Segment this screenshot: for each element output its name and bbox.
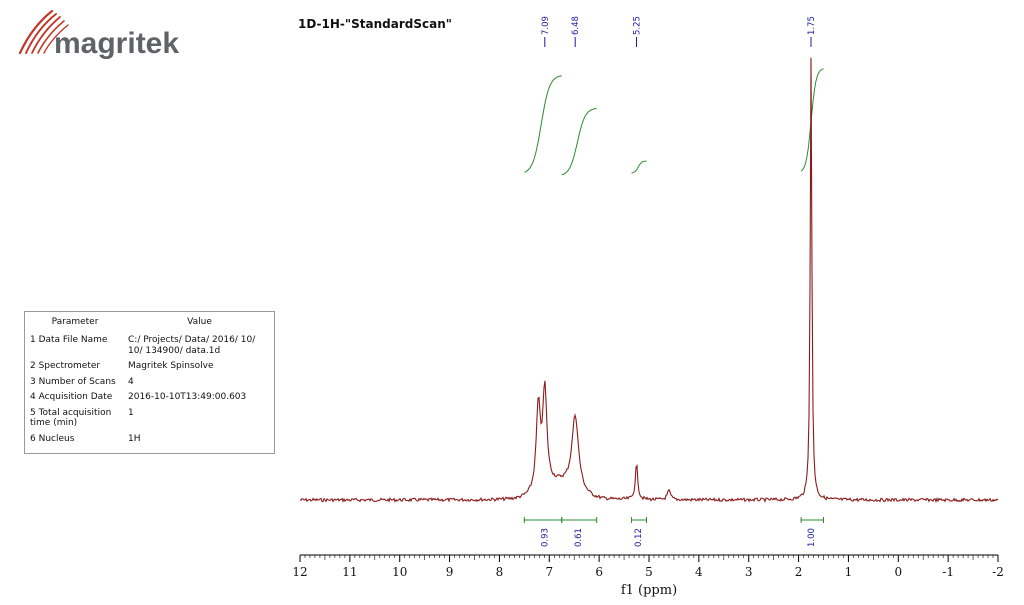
peak-label: 6.48 [571, 16, 581, 47]
x-tick-label: -1 [942, 565, 954, 579]
parameter-name: 5 Total acquisition time (min) [30, 407, 112, 429]
parameter-row: 4 Acquisition Date 2016-10-10T13:49:00.6… [25, 390, 274, 406]
parameter-row: 2 Spectrometer Magritek Spinsolve [25, 359, 274, 375]
peak-label-text: 1.75 [807, 16, 817, 35]
parameter-value: C:/ Projects/ Data/ 2016/ 10/ 10/ 134900… [128, 335, 256, 356]
parameter-name: 1 Data File Name [30, 335, 108, 345]
parameter-row: 1 Data File Name C:/ Projects/ Data/ 201… [25, 333, 274, 359]
value-header: Value [187, 317, 212, 327]
peak-label-text: 6.48 [571, 16, 581, 35]
parameter-value: 1 [128, 407, 134, 418]
integral-curve [524, 75, 562, 173]
integral-bracket: 1.00 [800, 517, 824, 547]
peak-label: 7.09 [541, 16, 551, 47]
integral-curve [800, 68, 824, 172]
integral-curve [561, 108, 597, 176]
peak-label-text: 7.09 [541, 16, 551, 35]
parameter-row: 5 Total acquisition time (min) 1 [25, 406, 274, 432]
chart-title: 1D-1H-"StandardScan" [298, 17, 452, 31]
integral-value: 1.00 [807, 528, 817, 547]
parameter-value: 1H [128, 433, 141, 444]
x-tick-label: 6 [595, 565, 603, 579]
parameter-name: 4 Acquisition Date [30, 392, 113, 402]
logo-swoosh-icon [18, 9, 69, 55]
x-tick-label: 2 [795, 565, 803, 579]
integral-curve [631, 160, 647, 174]
parameter-value: 2016-10-10T13:49:00.603 [128, 392, 247, 402]
magritek-logo: magritek [18, 9, 179, 60]
parameter-value: Magritek Spinsolve [128, 361, 214, 371]
integral-brackets: 0.93 0.61 0.12 1.00 [523, 517, 824, 547]
parameter-value: 4 [128, 376, 134, 387]
integral-value: 0.61 [574, 528, 584, 547]
x-axis-label: f1 (ppm) [621, 583, 677, 598]
parameter-row: 6 Nucleus 1H [25, 432, 274, 448]
integral-value: 0.12 [634, 528, 644, 547]
integral-value: 0.93 [540, 528, 550, 547]
x-tick-label: 12 [292, 565, 307, 579]
x-tick-label: 3 [745, 565, 753, 579]
integral-curves [524, 68, 824, 176]
peak-label-text: 5.25 [633, 16, 643, 35]
integral-bracket: 0.61 [561, 517, 598, 547]
parameter-name: 2 Spectrometer [30, 361, 101, 371]
logo-text: magritek [54, 27, 179, 60]
parameter-name: 3 Number of Scans [30, 376, 116, 387]
integral-bracket: 0.12 [631, 517, 648, 547]
x-tick-label: 0 [894, 565, 902, 579]
spectrum-line [299, 57, 999, 504]
peak-labels: 7.09 6.48 5.25 1.75 [541, 16, 817, 47]
peak-label: 5.25 [633, 16, 643, 47]
x-tick-label: 7 [545, 565, 553, 579]
parameter-row: 3 Number of Scans 4 [25, 375, 274, 391]
x-axis-ticks: 12 11 10 9 8 7 6 5 4 3 2 1 0 -1 -2 [292, 555, 1004, 579]
parameter-header: Parameter [51, 317, 99, 327]
x-tick-label: 8 [496, 565, 504, 579]
x-tick-label: 10 [392, 565, 407, 579]
x-tick-label: -2 [992, 565, 1004, 579]
integral-bracket: 0.93 [523, 517, 563, 547]
x-tick-label: 5 [645, 565, 653, 579]
x-tick-label: 9 [446, 565, 454, 579]
parameter-table: Parameter Value 1 Data File Name C:/ Pro… [24, 311, 275, 454]
x-tick-label: 1 [845, 565, 853, 579]
x-tick-label: 11 [342, 565, 357, 579]
peak-label: 1.75 [807, 16, 817, 47]
parameter-name: 6 Nucleus [30, 433, 75, 444]
x-tick-label: 4 [695, 565, 703, 579]
